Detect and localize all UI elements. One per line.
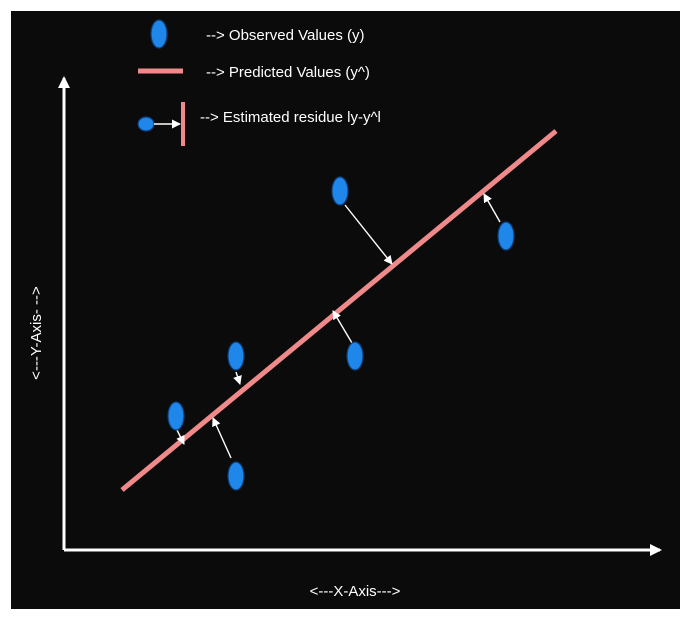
residual-arrow	[233, 371, 242, 385]
legend-predicted-label: --> Predicted Values (y^)	[206, 64, 370, 81]
observed-point	[227, 461, 245, 491]
residual-arrow	[344, 204, 393, 265]
observed-point	[331, 176, 349, 206]
observed-point	[227, 341, 245, 371]
residual-arrows	[176, 193, 501, 459]
legend-observed-label: --> Observed Values (y)	[206, 27, 365, 44]
observed-point	[497, 221, 515, 251]
legend-residue-label: --> Estimated residue ly-y^l	[200, 109, 381, 126]
observed-point	[167, 401, 185, 431]
legend-observed-icon	[150, 19, 168, 49]
residual-arrow	[483, 193, 501, 223]
residual-arrow	[176, 429, 185, 445]
legend: --> Observed Values (y) --> Predicted Va…	[137, 19, 381, 146]
residual-arrow	[332, 310, 353, 344]
diagram-background	[11, 11, 680, 609]
residual-arrow	[212, 417, 232, 459]
legend-residue-point-icon	[137, 116, 155, 132]
observed-points	[167, 176, 515, 491]
y-axis-label: <---Y-Axis- -->	[28, 286, 45, 380]
x-axis-label: <---X-Axis--->	[310, 583, 401, 600]
observed-point	[346, 341, 364, 371]
